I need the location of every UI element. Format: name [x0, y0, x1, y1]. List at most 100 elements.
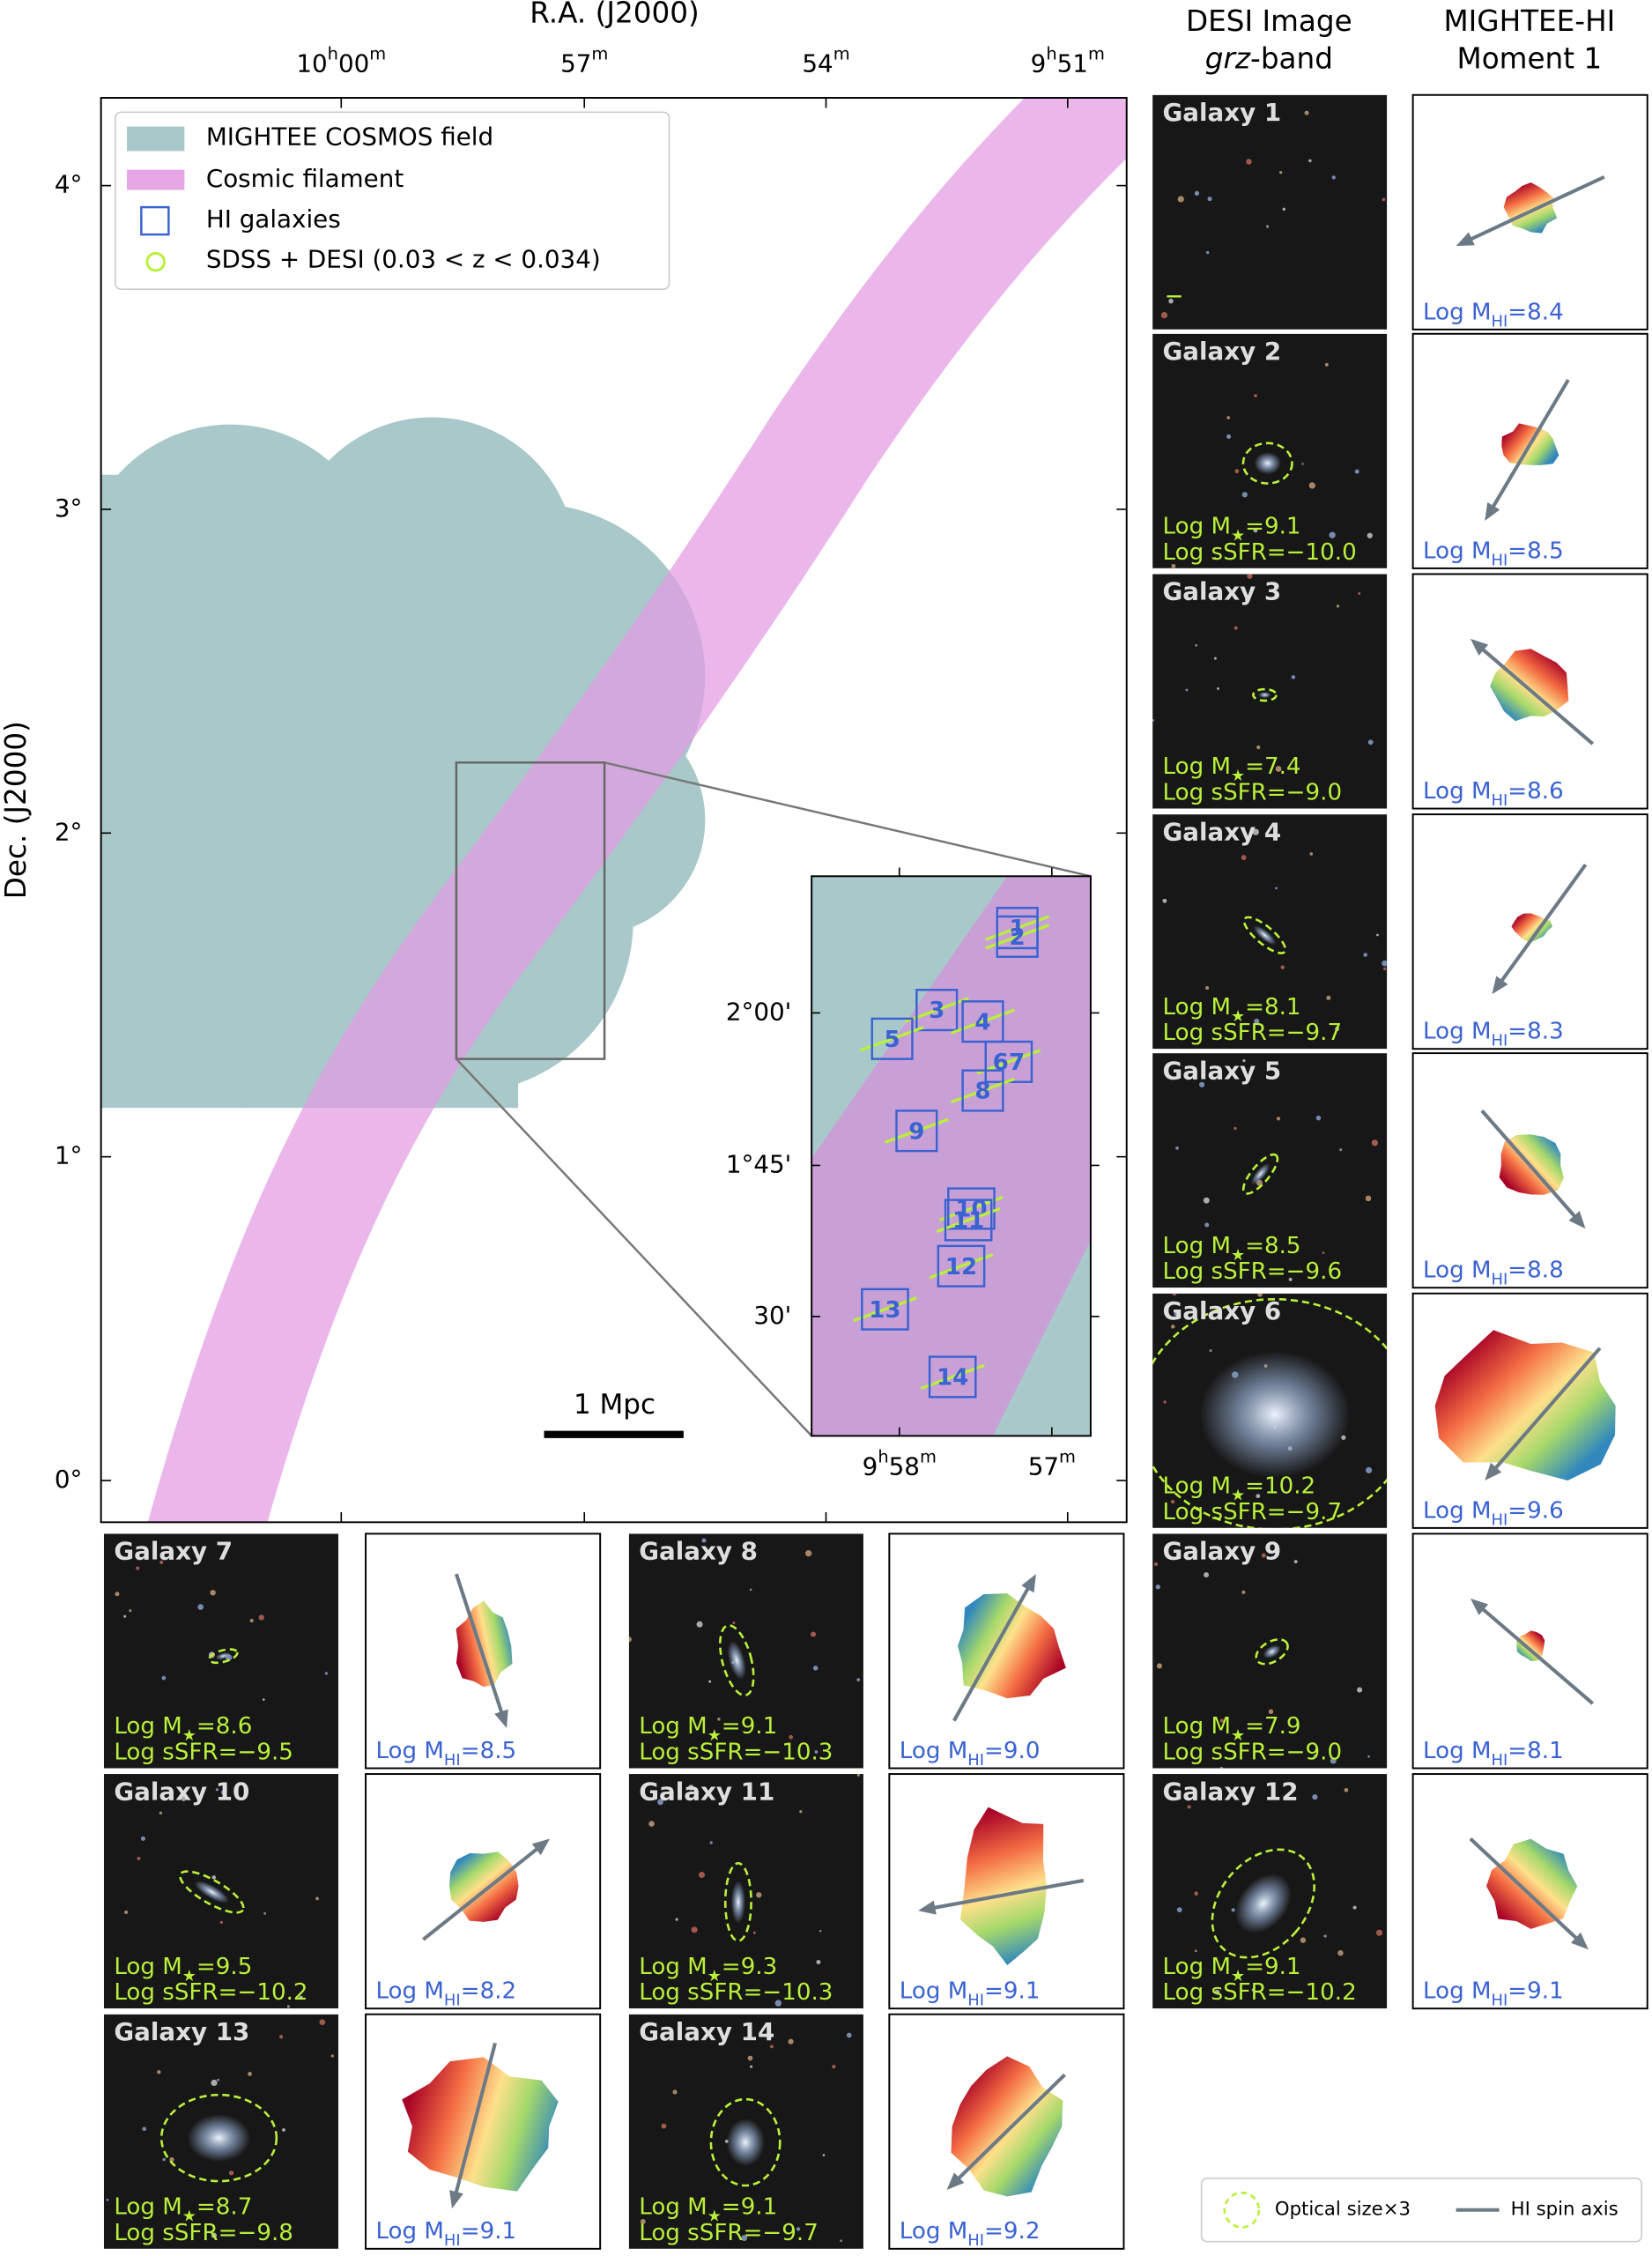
- galaxy-name: Galaxy 12: [1163, 1777, 1299, 1806]
- star: [1231, 1908, 1235, 1912]
- tick-part: m: [1088, 43, 1105, 63]
- image-background: [1152, 94, 1388, 330]
- star: [181, 1795, 187, 1801]
- label-sub: ★: [707, 1966, 722, 1985]
- star: [248, 2072, 252, 2076]
- star: [1209, 1349, 1212, 1353]
- label-eq: =: [1245, 753, 1264, 780]
- label-eq: =: [196, 1953, 216, 1979]
- star: [1254, 1018, 1260, 1024]
- panel-label: Log sSFR=−9.6: [1163, 1258, 1343, 1285]
- galaxy-name: Galaxy 9: [1163, 1537, 1282, 1566]
- label-value: 7.4: [1264, 753, 1301, 780]
- tick-label: 57m: [1028, 1446, 1076, 1480]
- galaxy-light: [726, 2119, 765, 2166]
- star: [1171, 563, 1176, 568]
- label-value: 10.2: [1264, 1473, 1315, 1499]
- star: [1276, 1117, 1281, 1121]
- label-sub: ★: [182, 1726, 196, 1745]
- label-value: 9.1: [1004, 1978, 1041, 2004]
- inset-frame: [811, 875, 1092, 1437]
- label-text: Log sSFR=: [639, 1739, 762, 1765]
- velocity-field: [402, 2057, 559, 2192]
- spin-arrowhead: [1470, 1598, 1489, 1615]
- optical-size: [208, 1648, 239, 1665]
- label-sub: ★: [182, 2207, 196, 2225]
- panel-label: Log sSFR=−10.2: [1163, 1979, 1357, 2006]
- label-value: −9.6: [1286, 1258, 1342, 1285]
- label-text: Log sSFR=: [1163, 1020, 1286, 1046]
- galaxy-light: [1263, 1644, 1281, 1659]
- key-swatch: [1223, 2191, 1261, 2229]
- label-text: Log sSFR=: [1163, 1498, 1286, 1525]
- hi-galaxy-box: [961, 1000, 1004, 1043]
- galaxy-light: [1250, 1163, 1270, 1185]
- label-eq: =: [1508, 777, 1527, 804]
- star: [1256, 1494, 1261, 1499]
- key-box: [1200, 2178, 1643, 2243]
- velocity-field: [1434, 1330, 1616, 1480]
- galaxy-light: [727, 1641, 746, 1680]
- label-value: 8.5: [1264, 1232, 1301, 1258]
- star: [640, 2218, 646, 2224]
- panel-label: Log sSFR=−10.3: [639, 1979, 833, 2006]
- y-tick-label: 4°: [55, 170, 83, 199]
- star: [1156, 1663, 1162, 1669]
- star: [1309, 852, 1314, 856]
- star: [747, 2055, 753, 2061]
- star: [1326, 995, 1331, 1000]
- label-text: Log M: [1423, 1497, 1491, 1524]
- star: [688, 1785, 694, 1791]
- star: [709, 1841, 713, 1844]
- star: [124, 1910, 129, 1915]
- star: [197, 1604, 204, 1610]
- label-sub: HI: [1492, 1991, 1508, 2009]
- star: [819, 1929, 822, 1933]
- label-text: Log sSFR=: [1163, 1258, 1286, 1285]
- key-label: Optical size×3: [1275, 2199, 1411, 2221]
- velocity-field: [958, 1593, 1066, 1699]
- star: [804, 1549, 812, 1557]
- legend-swatch: [127, 126, 185, 152]
- label-text: Log M: [1163, 1232, 1231, 1258]
- star: [1382, 960, 1388, 967]
- label-eq: =: [1245, 1713, 1264, 1740]
- star: [1170, 1500, 1175, 1504]
- star: [217, 2078, 220, 2082]
- star: [1291, 675, 1296, 679]
- legend-swatch: [140, 205, 170, 236]
- label-value: 7.9: [1264, 1713, 1301, 1740]
- galaxy-light: [1254, 452, 1281, 475]
- header-title: MIGHTEE-HI: [1443, 4, 1615, 38]
- label-text: Log sSFR=: [1163, 538, 1286, 565]
- star: [1354, 469, 1359, 474]
- galaxy-name: Galaxy 1: [1163, 98, 1282, 127]
- inset-area: [811, 876, 1091, 1436]
- spin-axis: [1465, 174, 1605, 243]
- galaxy-name: Galaxy 10: [114, 1777, 249, 1806]
- galaxy-number: 67: [993, 1050, 1025, 1076]
- star: [136, 1566, 140, 1570]
- star: [1153, 1562, 1159, 1567]
- label-value: 9.1: [1264, 513, 1301, 539]
- star: [1352, 1905, 1357, 1910]
- star: [1366, 1466, 1373, 1473]
- cosmic-filament: [811, 876, 1091, 1436]
- cosmic-filament: [147, 98, 1127, 1523]
- label-text: Log M: [639, 1713, 707, 1740]
- optical-size: [159, 2093, 278, 2183]
- panel-label: Log MHI=8.2: [375, 1978, 516, 2009]
- spin-arrowhead: [946, 2172, 965, 2190]
- hi-galaxy-box: [947, 1187, 996, 1230]
- star: [157, 2070, 161, 2074]
- label-eq: =: [461, 1737, 480, 1763]
- italic-part: grz: [1205, 42, 1251, 76]
- panel-label: Log M★=9.3: [639, 1953, 777, 1985]
